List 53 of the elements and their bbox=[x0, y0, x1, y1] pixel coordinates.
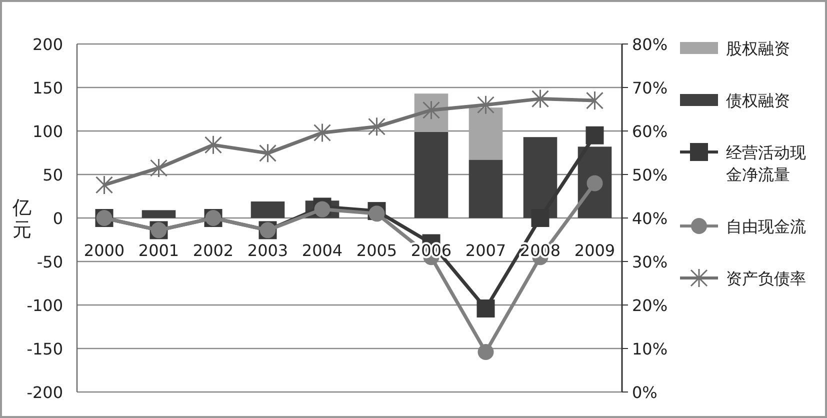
point bbox=[532, 89, 549, 109]
point bbox=[476, 299, 495, 318]
point bbox=[368, 206, 385, 222]
y2-tick-label: 40% bbox=[632, 209, 668, 228]
y-tick-label: 0 bbox=[52, 209, 63, 228]
y2-tick-label: 30% bbox=[632, 252, 668, 272]
point bbox=[477, 95, 494, 115]
x-tick-label: 2006 bbox=[410, 241, 452, 260]
point bbox=[586, 175, 603, 192]
point bbox=[150, 158, 168, 178]
point bbox=[368, 116, 386, 136]
x-tick-label: 2000 bbox=[84, 241, 125, 260]
bar bbox=[250, 201, 285, 218]
y-tick-label: -50 bbox=[36, 252, 63, 272]
legend-label: 股权融资 bbox=[726, 39, 790, 58]
bar bbox=[142, 210, 176, 218]
point bbox=[586, 90, 604, 110]
y-tick-label: 100 bbox=[32, 122, 63, 141]
y-tick-label: 50 bbox=[42, 166, 63, 184]
y2-tick-label: 10% bbox=[632, 340, 668, 358]
legend-label: 资产负债率 bbox=[726, 269, 806, 288]
legend-label: 债权融资 bbox=[726, 91, 790, 110]
point bbox=[204, 135, 222, 155]
y2-tick-label: 20% bbox=[632, 296, 668, 315]
point bbox=[259, 143, 276, 163]
y2-tick-label: 0% bbox=[632, 383, 658, 402]
point bbox=[314, 122, 331, 142]
x-tick-label: 2002 bbox=[192, 241, 234, 260]
legend-label: 经营活动现金净流量 bbox=[726, 143, 806, 184]
bar bbox=[468, 160, 503, 218]
point bbox=[531, 209, 550, 227]
point bbox=[478, 344, 494, 360]
x-tick-label: 2004 bbox=[302, 241, 343, 260]
point bbox=[96, 175, 113, 195]
y2-tick-label: 80% bbox=[632, 35, 668, 54]
x-tick-label: 2001 bbox=[138, 241, 180, 260]
y2-tick-label: 70% bbox=[632, 78, 668, 98]
y-tick-label: -200 bbox=[26, 383, 63, 402]
bar bbox=[468, 108, 503, 160]
y-axis-title: 亿元 bbox=[12, 197, 32, 241]
y-tick-label: 200 bbox=[32, 35, 63, 54]
x-tick-label: 2003 bbox=[247, 241, 288, 260]
y-tick-label: -150 bbox=[26, 340, 63, 358]
x-tick-label: 2009 bbox=[574, 241, 616, 260]
y2-tick-label: 60% bbox=[632, 122, 668, 141]
legend-label: 自由现金流 bbox=[726, 217, 806, 236]
x-tick-label: 2005 bbox=[356, 241, 398, 260]
y-tick-label: -100 bbox=[26, 296, 63, 315]
bar bbox=[414, 132, 448, 218]
point bbox=[586, 126, 604, 144]
y-tick-label: 150 bbox=[32, 78, 63, 98]
x-tick-label: 2007 bbox=[465, 241, 506, 260]
y2-tick-label: 50% bbox=[632, 166, 668, 184]
